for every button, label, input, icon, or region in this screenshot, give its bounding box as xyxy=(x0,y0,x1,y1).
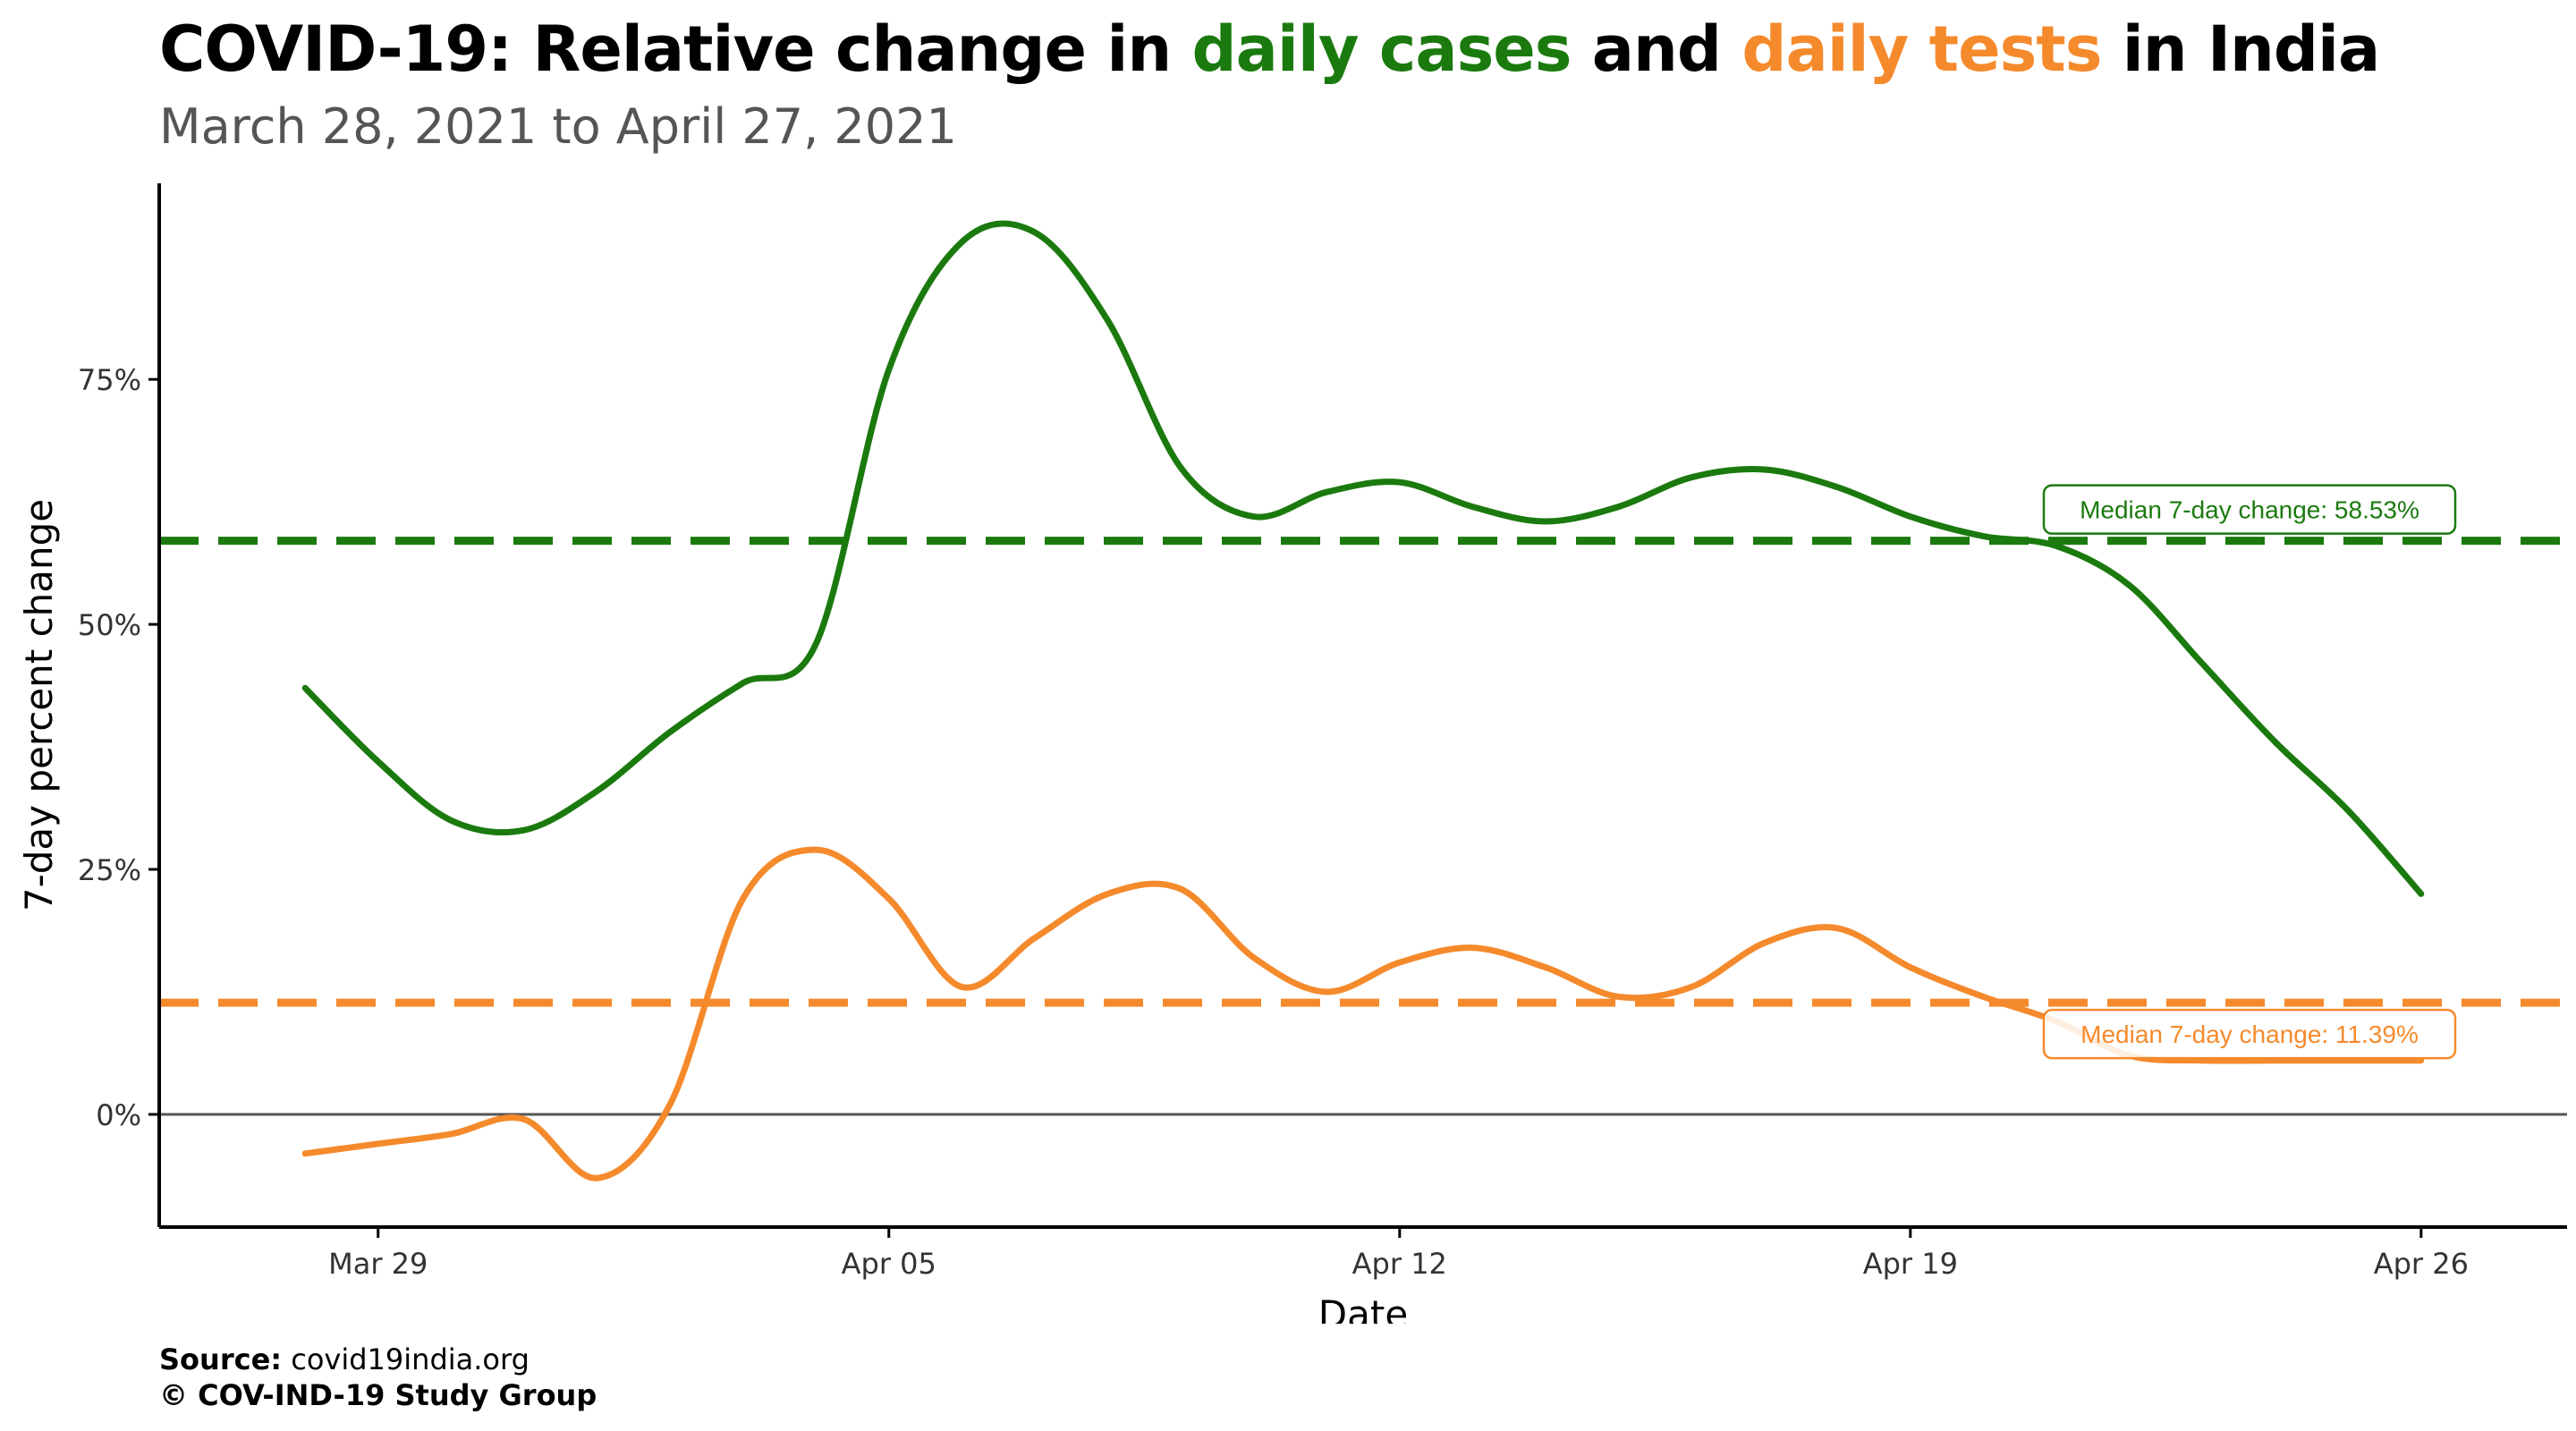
x-tick-label: Apr 12 xyxy=(1352,1247,1447,1281)
reference-lines xyxy=(159,537,2567,1007)
title-middle: and xyxy=(1571,13,1742,86)
source-value: covid19india.org xyxy=(282,1342,530,1376)
y-tick-label: 75% xyxy=(78,363,141,397)
chart-subtitle: March 28, 2021 to April 27, 2021 xyxy=(159,98,957,155)
source-line: Source: covid19india.org xyxy=(159,1342,597,1377)
line-chart: Median 7-day change: 58.53% Median 7-day … xyxy=(17,183,2567,1324)
source-label: Source: xyxy=(159,1342,283,1376)
title-suffix: in India xyxy=(2101,13,2380,86)
chart-title: COVID-19: Relative change in daily cases… xyxy=(159,13,2380,86)
title-prefix: COVID-19: Relative change in xyxy=(159,13,1192,86)
series-line-cases xyxy=(301,220,2425,897)
y-axis-title: 7-day percent change xyxy=(17,499,61,911)
x-tick-label: Apr 19 xyxy=(1863,1247,1958,1281)
y-tick-label: 25% xyxy=(78,853,141,887)
median-label-text: Median 7-day change: 58.53% xyxy=(2080,496,2419,524)
median-label-tests: Median 7-day change: 11.39% xyxy=(2042,1008,2457,1060)
median-label-text: Median 7-day change: 11.39% xyxy=(2080,1020,2419,1048)
x-tick-label: Apr 05 xyxy=(842,1247,936,1281)
title-cases-word: daily cases xyxy=(1191,13,1572,86)
copyright-line: © COV-IND-19 Study Group xyxy=(159,1378,597,1412)
reference-labels: Median 7-day change: 58.53% Median 7-day … xyxy=(2042,484,2457,1060)
y-axis-ticks: 0% 25% 50% 75% xyxy=(78,363,159,1132)
median-label-box xyxy=(2042,1008,2457,1060)
x-tick-label: Apr 26 xyxy=(2374,1247,2469,1281)
x-axis-ticks: Mar 29 Apr 05 Apr 12 Apr 19 Apr 26 xyxy=(328,1227,2469,1281)
median-label-cases: Median 7-day change: 58.53% xyxy=(2042,484,2457,535)
y-tick-label: 50% xyxy=(78,608,141,642)
x-tick-label: Mar 29 xyxy=(328,1247,428,1281)
median-label-box xyxy=(2042,484,2457,535)
title-tests-word: daily tests xyxy=(1741,13,2102,86)
footer: Source: covid19india.org © COV-IND-19 St… xyxy=(159,1342,597,1413)
x-axis-title: Date xyxy=(1318,1292,1408,1324)
y-tick-label: 0% xyxy=(96,1098,141,1132)
